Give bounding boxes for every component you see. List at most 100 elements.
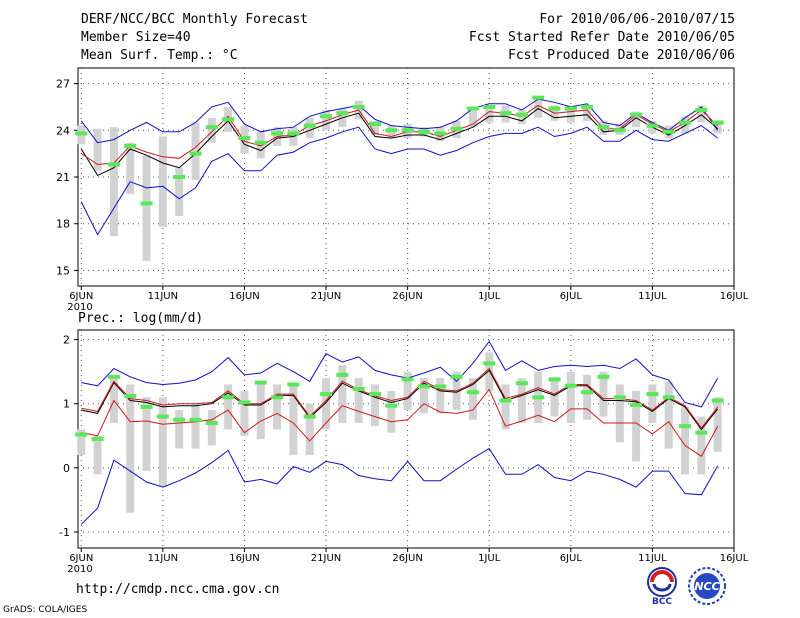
spread-box [126, 384, 135, 513]
spread-box [387, 390, 396, 433]
spread-box [419, 378, 428, 414]
precip-panel-title: Prec.: log(mm/d) [78, 311, 204, 326]
observation-marker [271, 395, 284, 400]
x-tick-label: 11JUL [638, 291, 667, 302]
spread-box [207, 117, 216, 143]
observation-marker [466, 390, 479, 395]
spread-box [485, 105, 494, 123]
observation-marker [597, 374, 610, 379]
observation-marker [173, 417, 186, 422]
observation-marker [385, 403, 398, 408]
spread-box [632, 390, 641, 462]
spread-box [77, 429, 86, 456]
observation-marker [630, 112, 643, 117]
x-tick-label: 1JUL [478, 553, 501, 564]
observation-marker [336, 372, 349, 377]
y-tick-label: 24 [56, 124, 70, 137]
x-tick-label: 16JUN [229, 291, 259, 302]
variable-label: Mean Surf. Temp.: °C [81, 48, 238, 63]
spread-box [713, 397, 722, 452]
spread-box [697, 416, 706, 475]
series-max-line [80, 98, 719, 144]
observation-marker [368, 392, 381, 397]
observation-marker [173, 175, 186, 179]
observation-marker [613, 395, 626, 400]
observation-marker [385, 128, 398, 133]
spread-box [289, 384, 298, 456]
spread-box [501, 384, 510, 430]
x-tick-label: 11JUL [638, 553, 667, 564]
observation-marker [548, 377, 561, 382]
spread-box [256, 381, 265, 439]
observation-marker [711, 398, 724, 403]
x-tick-label: 21JUN [311, 553, 341, 564]
spread-box [566, 371, 575, 423]
x-tick-label: 21JUN [311, 291, 341, 302]
observation-marker [287, 131, 300, 136]
grads-credit: GrADS: COLA/IGES [3, 605, 88, 615]
observation-marker [646, 392, 659, 397]
observation-marker [434, 131, 447, 136]
observation-marker [303, 414, 316, 419]
observation-marker [205, 420, 218, 425]
spread-box [207, 410, 216, 446]
observation-marker [287, 382, 300, 387]
observation-marker [124, 394, 137, 399]
spread-box [338, 365, 347, 423]
started-date: Fcst Started Refer Date 2010/06/05 [468, 30, 735, 45]
website-url[interactable]: http://cmdp.ncc.cma.gov.cn [76, 582, 280, 597]
spread-box [370, 384, 379, 427]
series-p25-line [81, 388, 719, 458]
observation-marker [581, 390, 594, 395]
x-tick-label: 16JUL [720, 291, 749, 302]
spread-box [403, 371, 412, 411]
spread-box [158, 397, 167, 488]
observation-marker [515, 112, 528, 117]
series-min-line [80, 125, 719, 236]
observation-marker [662, 395, 675, 400]
series-median-line [81, 367, 719, 429]
spread-box [191, 403, 200, 449]
observation-marker [695, 108, 708, 113]
spread-box [550, 378, 559, 417]
observation-marker [238, 136, 251, 141]
y-tick-label: 1 [63, 398, 70, 411]
observation-marker [75, 432, 88, 437]
observation-marker [368, 122, 381, 127]
spread-box [517, 378, 526, 423]
spread-box [158, 136, 167, 227]
spread-box [615, 384, 624, 443]
member-size: Member Size=40 [81, 30, 191, 45]
observation-marker [483, 361, 496, 366]
x-tick-label: 26JUN [392, 553, 422, 564]
observation-marker [532, 95, 545, 100]
observation-marker [303, 123, 316, 128]
spread-box [175, 167, 184, 216]
observation-marker [205, 125, 218, 130]
spread-box [566, 105, 575, 123]
spread-box [273, 384, 282, 430]
observation-marker [711, 120, 724, 125]
spread-box [191, 122, 200, 181]
observation-marker [336, 111, 349, 116]
series-mean-line [80, 107, 719, 177]
observation-marker [254, 140, 267, 145]
spread-box [142, 155, 151, 262]
spread-box [354, 378, 363, 423]
observation-marker [189, 417, 202, 422]
x-tick-year: 2010 [67, 564, 92, 575]
chart-title: DERF/NCC/BCC Monthly Forecast [81, 12, 308, 27]
x-tick-label: 16JUL [720, 553, 749, 564]
x-tick-label: 6JUN [69, 291, 93, 302]
observation-marker [107, 162, 120, 167]
observation-marker [254, 380, 267, 385]
spread-box [468, 378, 477, 420]
series-max-line [81, 340, 719, 408]
observation-marker [107, 374, 120, 379]
bcc-logo-text: BCC [652, 597, 672, 606]
observation-marker [662, 129, 675, 134]
spread-box [109, 127, 118, 237]
forecast-period: For 2010/06/06-2010/07/15 [539, 12, 735, 27]
series-mean-line [81, 369, 719, 431]
spread-box [256, 131, 265, 159]
